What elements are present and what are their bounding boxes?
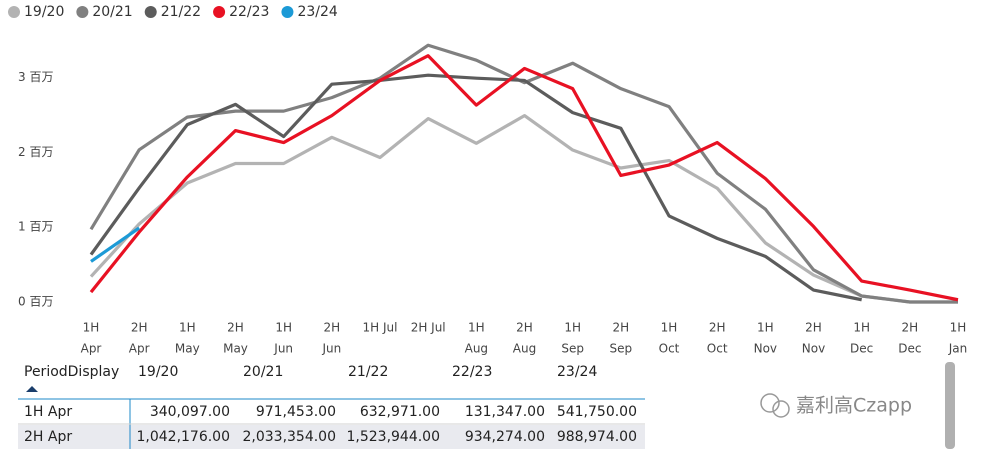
row-bg — [0, 399, 645, 424]
legend-marker — [76, 6, 89, 18]
table-cell: 1,523,944.00 — [346, 429, 440, 445]
legend-label[interactable]: 20/21 — [92, 4, 132, 20]
series-line — [89, 54, 959, 302]
legend-marker — [281, 6, 294, 18]
y-tick-label: 2 百万 — [18, 145, 53, 159]
x-tick-label: Aug — [465, 342, 488, 356]
x-tick-label: 1H — [950, 321, 967, 335]
y-tick-label: 0 百万 — [18, 295, 53, 309]
y-tick-label: 3 百万 — [18, 70, 53, 84]
legend-marker — [8, 6, 20, 18]
x-tick-label: Dec — [898, 342, 921, 356]
table-cell: 988,974.00 — [557, 429, 637, 445]
x-tick-label: Jun — [321, 342, 341, 356]
x-tick-label: 1H Jul — [363, 321, 398, 335]
series-line — [90, 226, 141, 263]
x-tick-label: 2H — [227, 321, 244, 335]
table-cell: 340,097.00 — [150, 404, 230, 420]
y-tick-label: 1 百万 — [18, 220, 53, 234]
x-tick-label: Jun — [273, 342, 293, 356]
table-cell: 131,347.00 — [465, 404, 545, 420]
x-tick-label: Dec — [850, 342, 873, 356]
legend-label[interactable]: 21/22 — [161, 4, 201, 20]
x-tick-label: 1H — [661, 321, 678, 335]
x-tick-label: May — [223, 342, 248, 356]
table-cell: 632,971.00 — [360, 404, 440, 420]
x-tick-label: Apr — [129, 342, 150, 356]
column-header[interactable]: 22/23 — [452, 364, 492, 380]
x-tick-label: Apr — [81, 342, 102, 356]
column-header[interactable]: 20/21 — [243, 364, 283, 380]
column-header[interactable]: 23/24 — [557, 364, 597, 380]
scrollbar[interactable] — [945, 362, 955, 449]
x-tick-label: 1H — [757, 321, 774, 335]
legend-label[interactable]: 19/20 — [24, 4, 64, 20]
x-tick-label: Sep — [610, 342, 633, 356]
x-tick-label: 2H — [323, 321, 340, 335]
legend-marker — [213, 6, 226, 18]
x-tick-label: 1H — [83, 321, 100, 335]
x-tick-label: Nov — [754, 342, 777, 356]
x-tick-label: 2H — [805, 321, 822, 335]
table-cell: 971,453.00 — [256, 404, 336, 420]
series-line — [89, 73, 862, 302]
table-cell: 2H Apr — [24, 429, 72, 445]
series-line — [89, 114, 958, 304]
x-tick-label: Sep — [561, 342, 584, 356]
x-tick-label: 1H — [468, 321, 485, 335]
column-header[interactable]: 21/22 — [348, 364, 388, 380]
table-cell: 934,274.00 — [465, 429, 545, 445]
x-tick-label: May — [175, 342, 200, 356]
x-tick-label: Nov — [802, 342, 825, 356]
x-tick-label: Oct — [707, 342, 728, 356]
x-tick-label: 2H — [901, 321, 918, 335]
table-cell: 1,042,176.00 — [136, 429, 230, 445]
legend-label[interactable]: 23/24 — [297, 4, 337, 20]
x-tick-label: 1H — [275, 321, 292, 335]
column-header[interactable]: 19/20 — [138, 364, 178, 380]
x-tick-label: 2H — [516, 321, 533, 335]
x-tick-label: 2H — [131, 321, 148, 335]
watermark-icon — [760, 393, 790, 418]
x-tick-label: 2H — [612, 321, 629, 335]
x-tick-label: Oct — [659, 342, 680, 356]
legend-marker — [144, 6, 157, 18]
column-header[interactable]: PeriodDisplay — [24, 364, 119, 380]
watermark: 嘉利高Czapp — [796, 395, 912, 417]
x-tick-label: 1H — [179, 321, 196, 335]
table-cell: 541,750.00 — [557, 404, 637, 420]
x-tick-label: 2H Jul — [411, 321, 446, 335]
table-cell: 1H Apr — [24, 404, 72, 420]
x-tick-label: 1H — [853, 321, 870, 335]
series-line — [89, 43, 958, 304]
x-tick-label: 2H — [709, 321, 726, 335]
x-tick-label: 1H — [564, 321, 581, 335]
x-tick-label: Jan — [948, 342, 968, 356]
sort-indicator[interactable] — [26, 386, 38, 392]
x-tick-label: Aug — [513, 342, 536, 356]
table-cell: 2,033,354.00 — [242, 429, 336, 445]
legend-label[interactable]: 22/23 — [229, 4, 269, 20]
row-bg — [18, 425, 645, 449]
